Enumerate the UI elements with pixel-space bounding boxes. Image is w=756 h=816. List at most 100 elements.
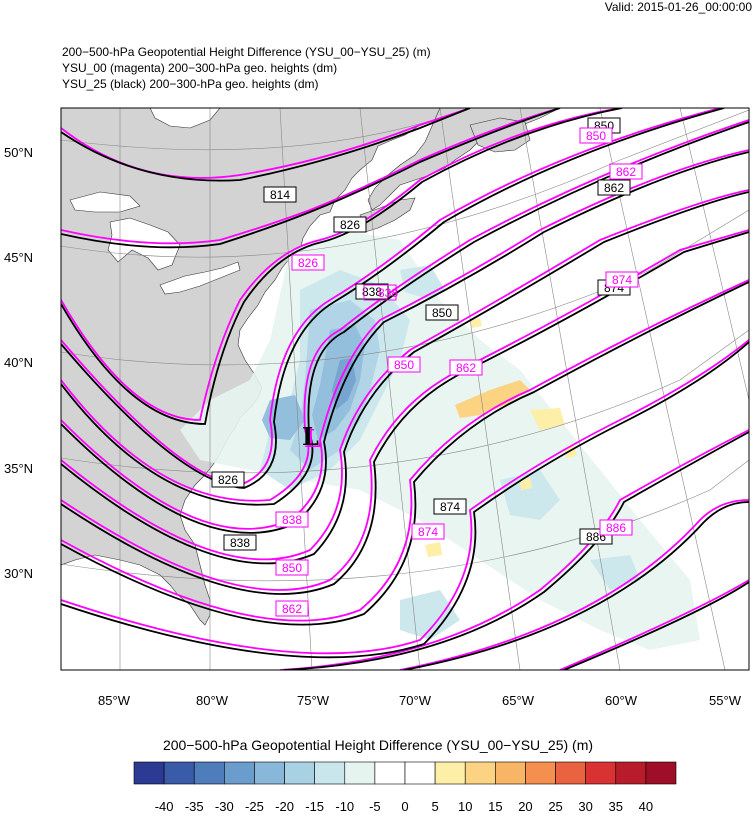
colorbar-tick-label: 20 <box>518 799 533 814</box>
contour-label: 874 <box>605 271 639 288</box>
colorbar-tick-label: 10 <box>457 799 473 814</box>
svg-text:874: 874 <box>418 525 438 539</box>
colorbar-tick-label: 0 <box>401 799 409 814</box>
svg-text:850: 850 <box>282 561 302 575</box>
valid-time: Valid: 2015-01-26_00:00:00 <box>604 0 752 14</box>
lat-label: 45°N <box>4 250 33 265</box>
contour-label: 814 <box>263 186 297 203</box>
colorbar-tick-label: 35 <box>608 799 623 814</box>
colorbar-swatch <box>224 761 255 785</box>
contour-label: 862 <box>597 179 631 196</box>
contour-label: 850 <box>275 559 309 576</box>
lat-label: 50°N <box>4 145 33 160</box>
contour-label: 862 <box>449 359 483 376</box>
colorbar-swatch <box>374 761 406 785</box>
svg-text:838: 838 <box>378 286 398 300</box>
colorbar-tick-label: 5 <box>431 799 439 814</box>
svg-text:874: 874 <box>612 273 632 287</box>
positive-shading <box>425 318 577 557</box>
svg-text:862: 862 <box>604 181 624 195</box>
title-line-3: YSU_25 (black) 200−300-hPa geo. heights … <box>62 77 319 91</box>
colorbar-tick-label: -10 <box>335 799 355 814</box>
graticule <box>61 108 749 670</box>
contour-label: 838 <box>275 511 309 528</box>
title-line-1: 200−500-hPa Geopotential Height Differen… <box>62 45 431 59</box>
contour-label: 862 <box>609 163 643 180</box>
colorbar <box>133 761 677 785</box>
low-pressure-marker-magenta: L <box>304 424 321 453</box>
colorbar-swatch <box>254 761 285 785</box>
contour-label: 838 <box>363 284 398 301</box>
lon-label: 85°W <box>98 693 131 708</box>
colorbar-tick-label: 15 <box>488 799 503 814</box>
lat-label: 40°N <box>4 355 33 370</box>
lake-michigan-huron <box>107 217 181 271</box>
colorbar-swatch <box>495 761 526 785</box>
colorbar-swatch <box>133 761 165 785</box>
colorbar-swatch <box>525 761 556 785</box>
magenta-labels: 826 838 850 862 874 838 850 862 874 886 … <box>275 127 643 617</box>
lon-label: 70°W <box>399 693 432 708</box>
svg-text:850: 850 <box>586 129 606 143</box>
colorbar-tick-label: -30 <box>214 799 234 814</box>
svg-text:814: 814 <box>270 188 290 202</box>
svg-text:826: 826 <box>298 256 318 270</box>
lon-label: 55°W <box>709 693 742 708</box>
lon-label: 80°W <box>196 693 229 708</box>
longitude-labels: 85°W 80°W 75°W 70°W 65°W 60°W 55°W <box>98 693 742 708</box>
contour-label: 874 <box>433 498 467 515</box>
colorbar-tick-label: -40 <box>154 799 174 814</box>
svg-text:862: 862 <box>456 361 476 375</box>
contour-label: 838 <box>223 534 257 551</box>
colorbar-swatch <box>284 761 315 785</box>
newfoundland-land <box>469 117 531 153</box>
colorbar-swatch <box>344 761 376 785</box>
colorbar-swatch <box>193 761 225 785</box>
lake-superior <box>69 191 141 213</box>
hudson-bay-edge <box>149 108 221 129</box>
colorbar-tick-label: 25 <box>548 799 563 814</box>
geopotential-contours <box>61 108 749 670</box>
contour-label: 886 <box>599 519 633 536</box>
colorbar-title: 200−500-hPa Geopotential Height Differen… <box>162 737 594 753</box>
contour-label: 850 <box>387 356 421 373</box>
svg-text:826: 826 <box>340 218 360 232</box>
colorbar-swatch <box>464 761 496 785</box>
low-pressure-marker: L <box>302 422 319 451</box>
colorbar-tick-label: -15 <box>305 799 325 814</box>
colorbar-swatch <box>615 761 647 785</box>
black-contours <box>61 108 749 670</box>
svg-text:850: 850 <box>432 306 452 320</box>
contour-label: 850 <box>579 127 613 144</box>
colorbar-tick-label: -25 <box>245 799 264 814</box>
svg-text:838: 838 <box>230 536 250 550</box>
map-border <box>60 107 750 671</box>
contour-label: 850 <box>425 304 459 321</box>
map-titles: 200−500-hPa Geopotential Height Differen… <box>62 44 431 92</box>
svg-text:826: 826 <box>218 473 238 487</box>
svg-text:862: 862 <box>282 602 302 616</box>
lake-erie-ontario <box>159 261 241 295</box>
colorbar-tick-label: -20 <box>275 799 294 814</box>
colorbar-swatch <box>555 761 586 785</box>
lat-label: 35°N <box>4 461 33 476</box>
colorbar-tick-label: -5 <box>369 799 381 814</box>
colorbar-swatch <box>404 761 436 785</box>
svg-text:862: 862 <box>616 165 636 179</box>
colorbar-swatch <box>434 761 466 785</box>
contour-label: 862 <box>275 600 309 617</box>
svg-text:886: 886 <box>606 521 626 535</box>
lon-label: 75°W <box>297 693 330 708</box>
colorbar-tick-label: 40 <box>638 799 654 814</box>
magenta-contours <box>61 108 749 670</box>
contour-label: 826 <box>333 216 367 233</box>
lon-label: 65°W <box>502 693 535 708</box>
contour-label: 826 <box>211 471 245 488</box>
colorbar-swatch <box>163 761 195 785</box>
title-line-2: YSU_00 (magenta) 200−300-hPa geo. height… <box>62 61 338 75</box>
svg-text:838: 838 <box>282 513 302 527</box>
colorbar-swatch <box>585 761 617 785</box>
colorbar-tick-label: 30 <box>578 799 593 814</box>
contour-label: 874 <box>411 523 445 540</box>
